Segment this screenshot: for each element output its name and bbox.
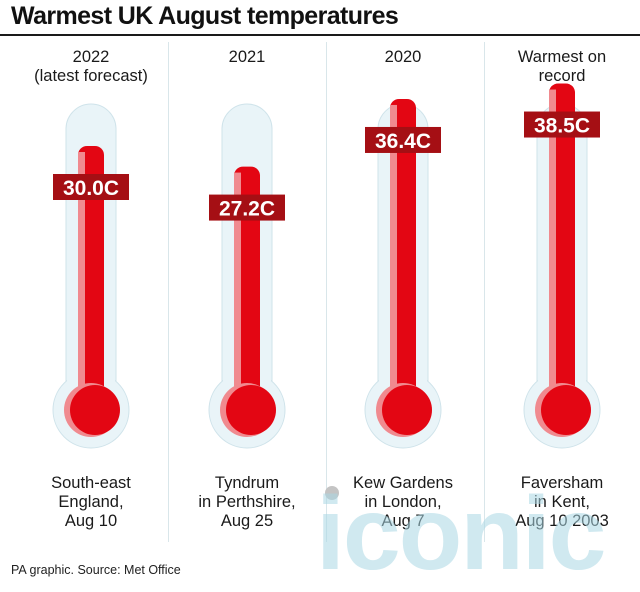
mercury-bulb (541, 385, 591, 435)
value-label: 36.4C (375, 130, 431, 153)
column-location-line: Aug 10 (64, 512, 118, 530)
value-label: 27.2C (219, 198, 275, 221)
mercury-bulb (226, 385, 276, 435)
value-label-box (524, 111, 600, 138)
column-header-line: record (538, 67, 586, 85)
value-label-box (365, 126, 441, 153)
chart-title: Warmest UK August temperatures (11, 2, 399, 30)
column-location-line: South-east (51, 474, 131, 492)
value-label: 38.5C (534, 115, 590, 138)
mercury-bulb (382, 385, 432, 435)
column-location-line: Aug 25 (220, 512, 274, 530)
column-header-line: 2020 (384, 48, 422, 66)
thermometer: 38.5C (523, 83, 601, 449)
thermometer: 36.4C (364, 98, 442, 449)
column-divider (326, 42, 327, 542)
mercury-bulb (70, 385, 120, 435)
column-header-line: (latest forecast) (34, 67, 148, 85)
mercury-highlight (390, 104, 397, 411)
mercury-highlight (234, 172, 241, 410)
column-header-line: Warmest on (517, 48, 607, 66)
column-header: 2021 (172, 48, 322, 67)
column-location-line: Aug 10 2003 (515, 512, 609, 530)
column-location-line: Tyndrum (214, 474, 280, 492)
column-location-line: in Perthshire, (198, 493, 296, 511)
column-location-line: Kew Gardens (353, 474, 453, 492)
mercury-highlight (549, 89, 556, 411)
thermometer: 30.0C (52, 103, 130, 449)
column-location: Faversham in Kent, Aug 10 2003 (487, 474, 637, 531)
column-header-line: 2021 (228, 48, 266, 66)
source-note: PA graphic. Source: Met Office (11, 563, 181, 577)
column-location-line: Aug 7 (381, 512, 425, 530)
mercury-highlight (78, 152, 85, 410)
column-location: Tyndrum in Perthshire, Aug 25 (172, 474, 322, 531)
column-divider (484, 42, 485, 542)
value-label-box (209, 194, 285, 221)
column-header: 2022 (latest forecast) (16, 48, 166, 86)
column-divider (168, 42, 169, 542)
watermark-dot (325, 486, 339, 500)
title-rule (0, 34, 640, 36)
column-header-line: 2022 (72, 48, 110, 66)
value-label: 30.0C (63, 177, 119, 200)
column-location-line: Faversham (520, 474, 604, 492)
column-location: South-east England, Aug 10 (16, 474, 166, 531)
value-label-box (53, 174, 129, 200)
column-location-line: in Kent, (534, 493, 590, 511)
column-location-line: in London, (364, 493, 442, 511)
column-header: 2020 (328, 48, 478, 67)
column-location-line: England, (58, 493, 124, 511)
column-location: Kew Gardens in London, Aug 7 (328, 474, 478, 531)
column-header: Warmest on record (487, 48, 637, 86)
thermometer: 27.2C (208, 103, 286, 449)
